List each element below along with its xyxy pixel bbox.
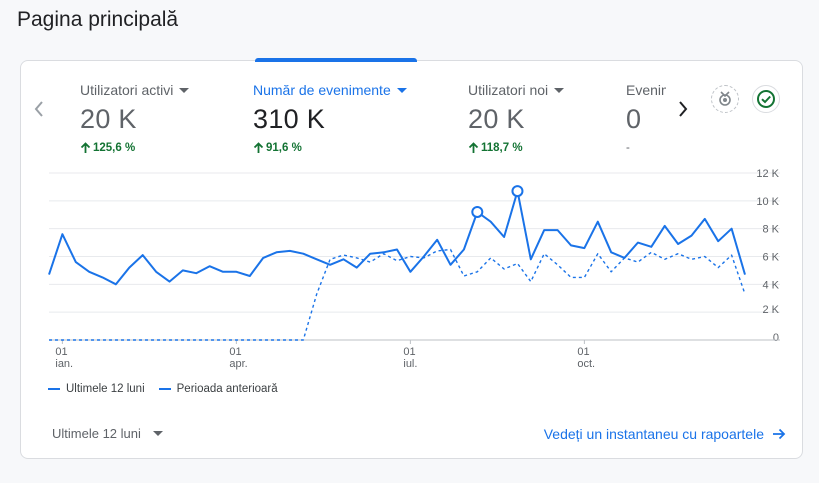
overview-card — [20, 60, 803, 459]
metric-tab-active-users[interactable]: Utilizatori activi 20 K 125,6 % — [80, 82, 190, 154]
arrow-right-icon — [773, 428, 786, 440]
date-range-select[interactable]: Ultimele 12 luni — [52, 426, 163, 441]
y-tick-label: 0 — [773, 332, 779, 344]
x-tick-month: apr. — [229, 358, 247, 370]
caret-down-icon — [554, 87, 565, 93]
legend-current-label: Ultimele 12 luni — [66, 383, 145, 395]
x-tick-month: oct. — [577, 358, 595, 370]
x-tick-month: iul. — [403, 358, 417, 370]
metric-tab-event-count[interactable]: Număr de evenimente 310 K 91,6 % — [253, 82, 407, 154]
metric-change: 125,6 % — [80, 142, 189, 154]
insights-badge-icon — [719, 91, 731, 106]
y-tick-label: 12 K — [756, 168, 779, 180]
metric-label: Utilizatori noi — [468, 82, 549, 98]
page-title: Pagina principală — [17, 8, 179, 31]
insights-button[interactable] — [711, 85, 739, 113]
date-range-label: Ultimele 12 luni — [52, 426, 141, 441]
x-tick-month: ian. — [55, 358, 73, 370]
caret-down-icon — [152, 431, 163, 436]
legend-solid-swatch — [48, 388, 60, 390]
arrow-up-icon — [80, 142, 91, 153]
metric-label-row[interactable]: Număr de evenimente — [253, 82, 407, 98]
prev-metric-button[interactable] — [30, 98, 48, 120]
x-tick-day: 01 — [403, 346, 415, 358]
y-tick-label: 8 K — [762, 224, 779, 236]
metric-label: Utilizatori activi — [80, 82, 174, 98]
metric-value: 20 K — [468, 104, 525, 134]
y-tick-label: 6 K — [762, 252, 779, 264]
legend-previous-label: Perioada anterioară — [176, 383, 278, 395]
metric-value: 20 K — [80, 104, 137, 134]
metric-change-value: 91,6 % — [266, 142, 302, 154]
metric-label: Evenimente — [626, 82, 666, 98]
metric-change: 118,7 % — [468, 142, 564, 154]
metric-change-value: 125,6 % — [93, 142, 136, 154]
chart-legend: Ultimele 12 luni Perioada anterioară — [48, 383, 278, 395]
metric-value: 0 — [626, 104, 642, 134]
x-tick-day: 01 — [55, 346, 67, 358]
x-tick-day: 01 — [577, 346, 589, 358]
y-tick-label: 10 K — [756, 196, 779, 208]
metric-tab-events[interactable]: Evenimente 0 - — [626, 82, 666, 154]
series-marker — [511, 185, 524, 198]
series-previous-line — [49, 248, 746, 341]
metric-label-row[interactable]: Utilizatori noi — [468, 82, 565, 98]
caret-down-icon — [396, 87, 407, 93]
chevron-left-icon — [34, 101, 43, 117]
active-tab-indicator — [255, 58, 417, 62]
caret-down-icon — [179, 87, 190, 93]
metric-change-value: 118,7 % — [481, 142, 523, 154]
snapshot-link[interactable]: Vedeți un instantaneu cu rapoartele — [544, 426, 786, 442]
arrow-up-icon — [253, 142, 264, 153]
series-current-line — [48, 190, 746, 286]
metric-change-value: - — [626, 142, 630, 154]
metric-label-row[interactable]: Utilizatori activi — [80, 82, 190, 98]
y-tick-label: 4 K — [762, 279, 779, 291]
chevron-right-icon — [679, 101, 688, 117]
metric-label-row[interactable]: Evenimente — [626, 82, 666, 98]
arrow-up-icon — [468, 142, 479, 153]
snapshot-link-label: Vedeți un instantaneu cu rapoartele — [543, 426, 764, 442]
verified-button[interactable] — [752, 85, 780, 113]
line-chart: 12 K10 K8 K6 K4 K2 K001ian.01apr.01iul.0… — [48, 168, 780, 370]
metric-change: 91,6 % — [253, 142, 407, 154]
check-circle-icon — [757, 90, 775, 108]
legend-previous: Perioada anterioară — [158, 383, 278, 395]
metric-label: Număr de evenimente — [253, 82, 391, 98]
metric-change: - — [626, 142, 666, 154]
series-marker — [471, 205, 484, 218]
y-tick-label: 2 K — [762, 304, 779, 316]
legend-dashed-swatch — [158, 388, 171, 390]
metric-tab-new-users[interactable]: Utilizatori noi 20 K 118,7 % — [468, 82, 565, 154]
next-metric-button[interactable] — [674, 98, 692, 120]
legend-current: Ultimele 12 luni — [48, 383, 145, 395]
x-tick-day: 01 — [229, 346, 241, 358]
metric-value: 310 K — [253, 104, 326, 134]
